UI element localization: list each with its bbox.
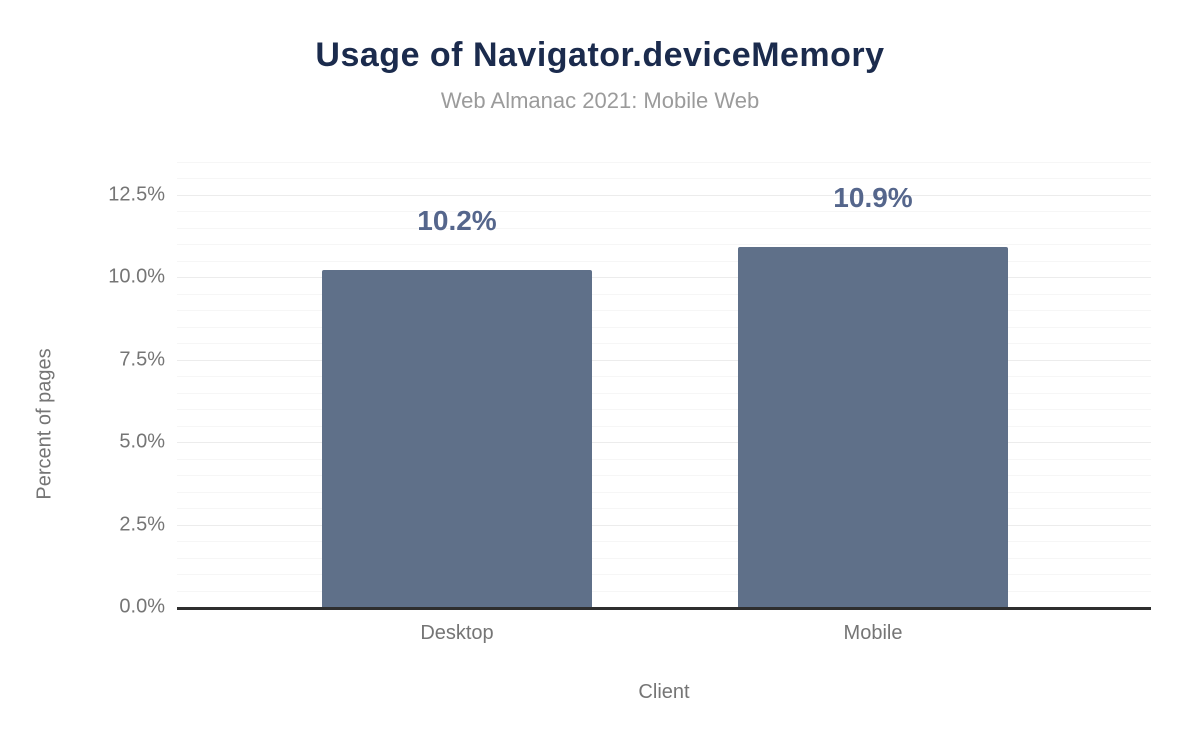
y-tick-label: 12.5% [108,183,165,205]
minor-gridline [177,376,1151,377]
minor-gridline [177,310,1151,311]
minor-gridline [177,409,1151,410]
minor-gridline [177,211,1151,212]
minor-gridline [177,178,1151,179]
minor-gridline [177,326,1151,328]
chart-title: Usage of Navigator.deviceMemory [315,36,885,74]
y-tick-label: 10.0% [108,265,165,288]
minor-gridline [177,425,1151,427]
major-gridline [177,194,1151,196]
minor-gridline [177,260,1151,262]
bar-value-label: 10.9% [833,182,913,214]
bar-desktop [322,270,592,607]
bar-mobile [738,247,1008,607]
y-tick-label: 5.0% [119,430,165,453]
x-axis-line [177,607,1151,610]
minor-gridline [177,541,1151,542]
minor-gridline [177,508,1151,509]
minor-gridline [177,161,1151,163]
minor-gridline [177,227,1151,229]
minor-gridline [177,244,1151,245]
minor-gridline [177,343,1151,344]
major-gridline [177,277,1151,278]
y-tick-label: 2.5% [119,513,165,535]
bar-value-label: 10.2% [417,205,497,237]
y-axis-title: Percent of pages [33,348,56,500]
chart-subtitle: Web Almanac 2021: Mobile Web [440,88,760,113]
minor-gridline [177,574,1151,575]
minor-gridline [177,293,1151,295]
y-tick-label: 7.5% [119,348,165,370]
minor-gridline [177,491,1151,493]
major-gridline [177,442,1151,443]
x-axis-title: Client [638,681,690,703]
minor-gridline [177,590,1151,592]
x-tick-label-desktop: Desktop [420,622,494,644]
minor-gridline [177,475,1151,476]
x-tick-label-mobile: Mobile [843,622,903,644]
minor-gridline [177,557,1151,559]
major-gridline [177,524,1151,526]
minor-gridline [177,392,1151,394]
y-tick-label: 0.0% [119,595,165,618]
major-gridline [177,359,1151,361]
minor-gridline [177,458,1151,460]
